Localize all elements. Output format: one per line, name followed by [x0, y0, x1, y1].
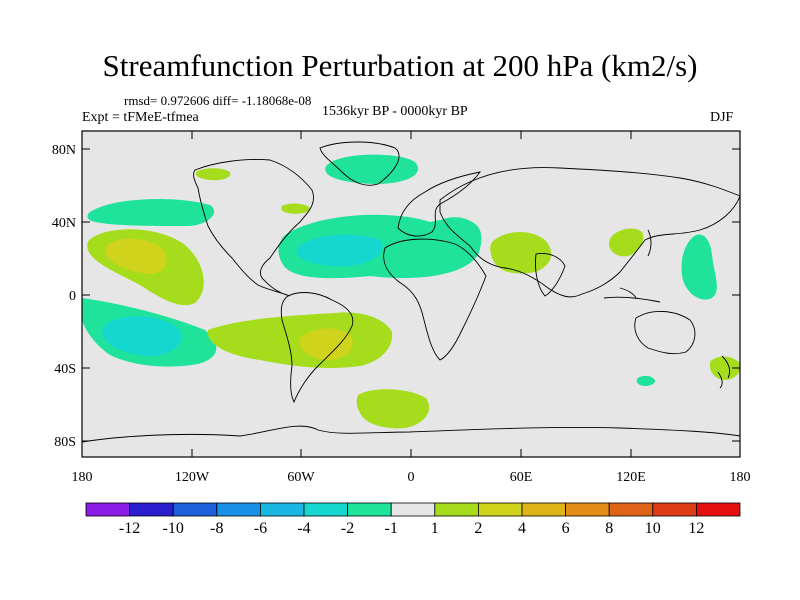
lon-tick-label: 60W	[287, 470, 315, 485]
axis-ticks	[81, 131, 741, 457]
colorbar-label: -6	[254, 520, 267, 537]
coastline-greenland	[319, 141, 400, 186]
contour-positive-hudson	[281, 203, 310, 214]
colorbar-label: -12	[119, 520, 140, 537]
colorbar-swatch	[129, 502, 174, 517]
colorbar-swatch	[303, 502, 348, 517]
colorbar-label: 6	[562, 520, 570, 537]
colorbar-label: 12	[688, 520, 704, 537]
contour-negative-southern-indian	[636, 375, 655, 386]
colorbar-label: 10	[645, 520, 661, 537]
lat-tick-label: 80N	[52, 143, 76, 158]
experiment-label: Expt = tFMeE-tfmea	[82, 110, 199, 125]
colorbar-swatch	[347, 502, 392, 517]
colorbar-swatch	[565, 502, 610, 517]
coastline-indonesia	[603, 287, 661, 303]
period-label: 1536kyr BP - 0000kyr BP	[322, 104, 468, 119]
colorbar-label: 2	[474, 520, 482, 537]
colorbar-labels: -12 -10 -8 -6 -4 -2 -1 1 2 4 6 8 10 12	[119, 520, 704, 537]
colorbar-label: -2	[341, 520, 354, 537]
coastline-india	[535, 253, 566, 297]
lat-tick-label: 40N	[52, 216, 76, 231]
coastline-australia	[634, 311, 696, 355]
contour-negative-greenland	[325, 154, 419, 184]
colorbar-swatch	[652, 502, 697, 517]
contour-positive-north-america	[195, 168, 231, 181]
colorbar-label: 1	[431, 520, 439, 537]
colorbar-label: -4	[297, 520, 310, 537]
contour-negative-core-atlantic	[296, 234, 383, 267]
colorbar-swatch	[477, 502, 523, 517]
lat-tick-label: 0	[69, 289, 76, 304]
colorbar	[85, 502, 741, 517]
contour-positive-east-asia	[609, 228, 644, 257]
colorbar-swatch	[216, 502, 261, 517]
coastline-new-zealand	[717, 355, 731, 389]
figure-title: Streamfunction Perturbation at 200 hPa (…	[102, 48, 698, 83]
colorbar-swatch	[696, 502, 741, 517]
colorbar-label: -1	[385, 520, 398, 537]
colorbar-label: -8	[210, 520, 223, 537]
lon-tick-label: 0	[408, 470, 415, 485]
lat-tick-label: 40S	[54, 362, 76, 377]
lon-tick-label: 180	[730, 470, 751, 485]
rmsd-diff-text: rmsd= 0.972606 diff= -1.18068e-08	[124, 93, 312, 108]
colorbar-label: 4	[518, 520, 526, 537]
lon-tick-label: 180	[72, 470, 93, 485]
colorbar-label: -10	[163, 520, 184, 537]
contour-negative-north-pacific	[87, 198, 215, 227]
coastline-antarctica	[82, 425, 740, 443]
longitude-labels: 180 120W 60W 0 60E 120E 180	[72, 470, 751, 485]
colorbar-label: 8	[605, 520, 613, 537]
coastline-africa	[383, 238, 487, 361]
contour-positive-core-south-atlantic	[299, 328, 353, 360]
contour-positive-arabia	[490, 231, 552, 274]
contour-positive-new-zealand	[710, 356, 740, 380]
season-label: DJF	[710, 110, 734, 125]
coastlines	[82, 141, 740, 443]
colorbar-swatch	[434, 502, 479, 517]
contour-negative-west-pacific	[681, 234, 717, 300]
lat-tick-label: 80S	[54, 435, 76, 450]
colorbar-swatch	[390, 502, 436, 517]
coastline-europe	[397, 171, 482, 237]
lon-tick-label: 60E	[510, 470, 533, 485]
lon-tick-label: 120W	[175, 470, 210, 485]
contour-positive-core-north-pacific	[105, 238, 167, 275]
contour-fills	[82, 154, 740, 429]
coastline-asia	[439, 167, 740, 298]
latitude-labels: 80N 40N 0 40S 80S	[52, 143, 76, 450]
coastline-south-america	[280, 292, 354, 404]
contour-positive-antarctic-atlantic	[356, 389, 430, 429]
colorbar-swatch	[172, 502, 218, 517]
colorbar-swatch	[85, 502, 130, 517]
contour-negative-core-south-pacific	[102, 316, 182, 356]
coastline-japan	[647, 229, 652, 257]
colorbar-swatch	[259, 502, 305, 517]
lon-tick-label: 120E	[616, 470, 646, 485]
colorbar-swatch	[521, 502, 566, 517]
coastline-north-america	[193, 159, 314, 297]
colorbar-swatch	[608, 502, 654, 517]
